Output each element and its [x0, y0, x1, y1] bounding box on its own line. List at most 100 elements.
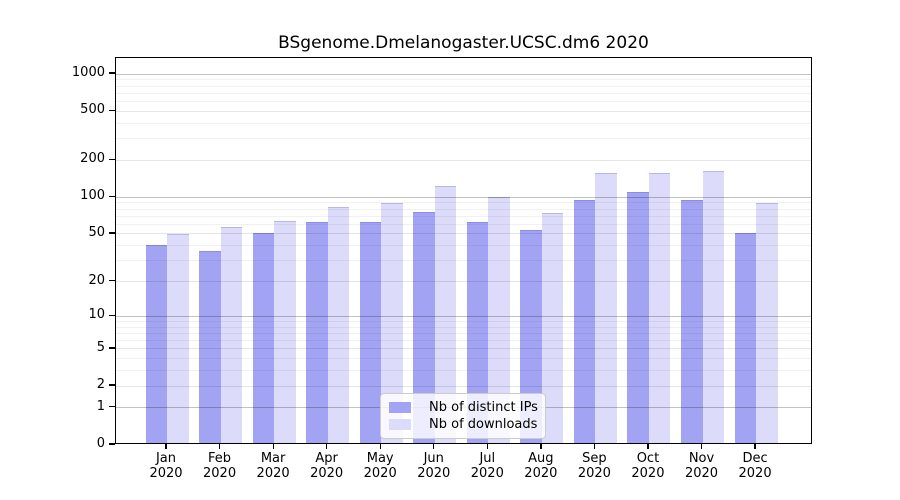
x-tick-mark-feb	[218, 444, 221, 449]
gridline-9	[116, 320, 811, 322]
x-tick-year-label: 2020	[738, 466, 772, 481]
bar-distinct-ips-may	[359, 222, 382, 443]
legend-row-downloads: Nb of downloads	[389, 416, 537, 433]
x-tick-year-label: 2020	[470, 466, 504, 481]
gridline-8	[116, 326, 811, 328]
bar-downloads-mar	[274, 221, 296, 443]
gridline-4	[116, 358, 811, 360]
gridline-60	[116, 223, 811, 225]
bar-downloads-oct	[648, 172, 671, 443]
x-tick-mark-jan	[165, 444, 167, 449]
bar-distinct-ips-jun	[413, 211, 435, 443]
y-tick-label-100: 100	[80, 188, 105, 204]
y-tick-label-2: 2	[96, 377, 105, 393]
x-tick-label-jan: Jan 2020	[139, 451, 193, 481]
y-tick-mark-10	[109, 314, 115, 316]
bar-distinct-ips-mar	[252, 232, 275, 443]
gridline-7	[116, 332, 811, 334]
legend-swatch-distinct-ips-icon	[389, 402, 411, 413]
legend: Nb of distinct IPs Nb of downloads	[380, 393, 546, 439]
bar-distinct-ips-dec	[734, 232, 757, 443]
y-tick-mark-1	[109, 406, 115, 408]
y-tick-mark-50	[109, 232, 115, 234]
x-tick-mark-apr	[326, 444, 328, 449]
gridline-1000	[116, 73, 811, 75]
x-tick-mark-sep	[593, 444, 596, 449]
x-tick-label-apr: Apr 2020	[300, 451, 354, 481]
x-tick-label-jun: Jun 2020	[407, 451, 461, 481]
bar-distinct-ips-aug	[520, 229, 542, 443]
bar-downloads-aug	[541, 212, 564, 443]
plot-area: Nb of distinct IPs Nb of downloads	[115, 57, 812, 444]
x-tick-year-label: 2020	[524, 466, 558, 481]
gridline-6	[116, 340, 811, 342]
bar-downloads-sep	[595, 173, 617, 443]
y-tick-mark-1000	[109, 72, 115, 74]
gridline-500	[116, 110, 811, 112]
gridline-300	[116, 138, 811, 140]
gridline-90	[116, 202, 811, 204]
bar-downloads-may	[381, 203, 403, 443]
x-tick-mark-nov	[700, 444, 703, 449]
x-tick-year-label: 2020	[203, 466, 237, 481]
bar-distinct-ips-jan	[145, 244, 167, 443]
bar-distinct-ips-feb	[199, 250, 221, 443]
x-tick-label-dec: Dec 2020	[728, 451, 782, 481]
x-tick-mark-aug	[540, 444, 542, 449]
gridline-40	[116, 245, 811, 247]
gridline-70	[116, 215, 811, 217]
y-tick-label-500: 500	[80, 102, 105, 118]
bar-downloads-jul	[488, 196, 510, 443]
x-tick-mark-oct	[647, 444, 649, 449]
x-tick-label-aug: Aug 2020	[514, 451, 568, 481]
y-tick-mark-2	[109, 384, 115, 386]
bar-distinct-ips-jul	[466, 222, 489, 443]
gridline-100	[116, 196, 811, 198]
gridline-600	[116, 100, 811, 102]
gridline-20	[116, 281, 811, 283]
y-tick-label-10: 10	[88, 307, 105, 323]
y-tick-label-1000: 1000	[71, 65, 105, 81]
chart-title: BSgenome.Dmelanogaster.UCSC.dm6 2020	[278, 33, 649, 53]
bar-distinct-ips-apr	[306, 222, 328, 443]
y-tick-mark-20	[109, 279, 115, 282]
x-tick-year-label: 2020	[310, 466, 344, 481]
y-tick-label-20: 20	[88, 272, 105, 288]
x-tick-mark-dec	[754, 444, 756, 449]
x-tick-year-label: 2020	[631, 466, 665, 481]
gridline-700	[116, 92, 811, 94]
gridline-80	[116, 208, 811, 210]
y-tick-mark-5	[109, 347, 115, 349]
gridline-50	[116, 233, 811, 235]
y-tick-mark-500	[109, 109, 115, 111]
x-tick-year-label: 2020	[149, 466, 183, 481]
gridline-10	[116, 315, 811, 317]
y-tick-label-5: 5	[96, 339, 105, 355]
bar-downloads-jan	[167, 234, 189, 443]
bar-distinct-ips-nov	[681, 200, 703, 443]
y-tick-label-0: 0	[96, 436, 105, 451]
x-tick-mark-jul	[486, 444, 488, 449]
x-tick-year-label: 2020	[363, 466, 397, 481]
x-tick-label-mar: Mar 2020	[246, 451, 300, 481]
bar-downloads-dec	[756, 203, 778, 443]
x-tick-mark-may	[379, 444, 381, 449]
bar-distinct-ips-sep	[573, 200, 596, 443]
y-tick-label-200: 200	[80, 151, 105, 167]
y-tick-label-1: 1	[96, 398, 105, 414]
x-tick-year-label: 2020	[684, 466, 719, 481]
gridline-2	[116, 385, 811, 387]
bar-downloads-apr	[327, 207, 350, 443]
x-tick-year-label: 2020	[577, 466, 611, 481]
gridline-200	[116, 159, 811, 161]
legend-row-distinct-ips: Nb of distinct IPs	[389, 399, 538, 416]
x-tick-label-jul: Jul 2020	[460, 451, 514, 481]
gridline-400	[116, 122, 811, 124]
legend-label-downloads: Nb of downloads	[429, 416, 538, 432]
gridline-900	[116, 79, 811, 81]
x-tick-label-sep: Sep 2020	[567, 451, 621, 481]
x-tick-label-feb: Feb 2020	[193, 451, 247, 481]
x-tick-year-label: 2020	[256, 466, 290, 481]
legend-swatch-downloads-icon	[389, 419, 411, 430]
